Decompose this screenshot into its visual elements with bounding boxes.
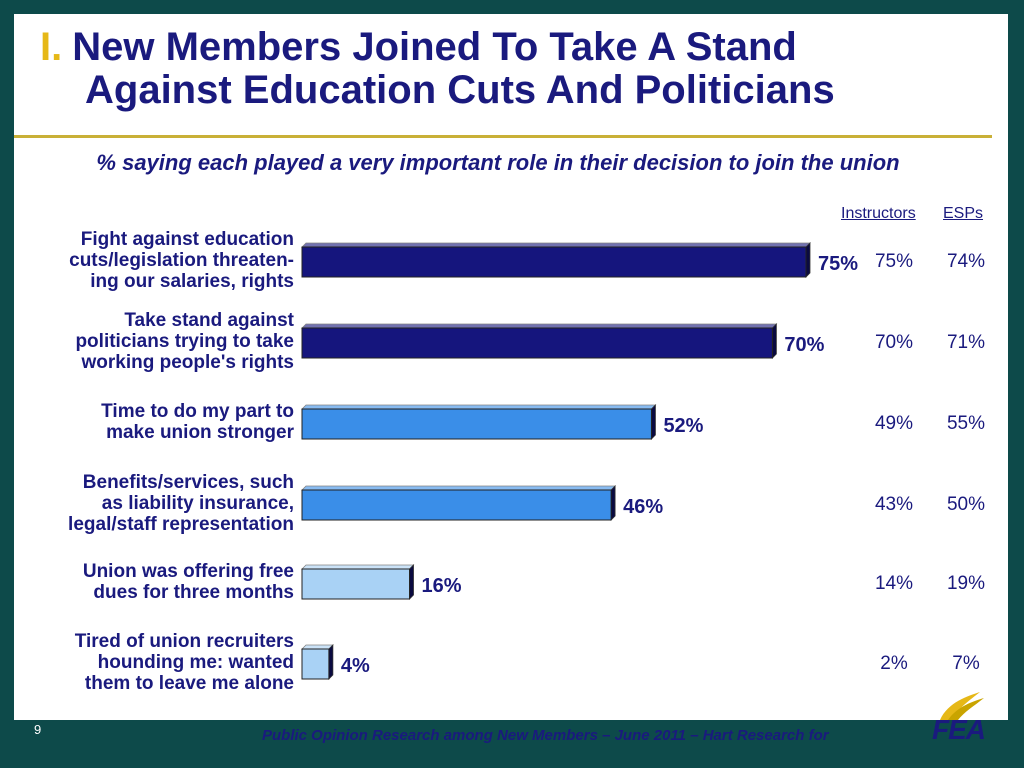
category-label-line: as liability insurance,: [101, 492, 294, 514]
bar-front-face: [301, 648, 330, 680]
category-label: Tired of union recruiters hounding me: wa…: [4, 631, 294, 694]
category-label-line: make union stronger: [106, 422, 294, 443]
bar-data-label: 46%: [623, 496, 663, 518]
category-label-line: cuts/legislation threaten-: [69, 249, 294, 271]
bar-top-face: [301, 323, 778, 329]
category-label-line: politicians trying to take: [75, 330, 294, 352]
bar-top-face: [301, 644, 334, 650]
value-instructors: 75%: [874, 251, 914, 272]
bar-data-label: 52%: [663, 415, 703, 437]
page-number: 9: [34, 722, 42, 737]
bar-side-face: [805, 242, 811, 278]
bar-side-face: [610, 485, 616, 521]
logo-flame-icon: [940, 692, 984, 720]
bar-5: 16%: [301, 564, 462, 600]
category-label: Fight against education cuts/legislation …: [4, 229, 294, 292]
title-line-2: Against Education Cuts And Politicians: [85, 68, 835, 112]
category-label-line: working people's rights: [81, 351, 295, 373]
bar-1: 75%: [301, 242, 858, 278]
value-instructors: 49%: [874, 413, 914, 434]
value-instructors: 43%: [874, 494, 914, 515]
footer-source: Public Opinion Research among New Member…: [262, 727, 829, 744]
category-label-line: Fight against education: [80, 228, 294, 250]
value-esps: 50%: [946, 494, 986, 515]
bar-front-face: [301, 327, 773, 359]
bar-side-face: [409, 564, 414, 600]
category-label-line: them to leave me alone: [84, 672, 294, 694]
category-label-line: Take stand against: [124, 309, 294, 331]
bar-data-label: 16%: [422, 575, 462, 597]
bar-4: 46%: [301, 485, 663, 521]
bar-side-face: [651, 404, 656, 440]
bar-data-label: 4%: [341, 655, 370, 677]
category-label: Union was offering free dues for three mo…: [4, 561, 294, 603]
logo-text: FEA: [932, 714, 986, 745]
bar-6: 4%: [301, 644, 370, 680]
category-label-line: Time to do my part to: [101, 401, 294, 422]
fea-logo: FEA: [918, 690, 1008, 754]
category-label: Take stand against politicians trying to …: [4, 310, 294, 373]
title-divider: [14, 135, 992, 138]
title-line-1: New Members Joined To Take A Stand: [72, 25, 797, 69]
value-esps: 74%: [946, 251, 986, 272]
bar-top-face: [301, 485, 617, 491]
bar-side-face: [328, 644, 334, 680]
value-instructors: 14%: [874, 573, 914, 594]
column-header-esps: ESPs: [943, 205, 984, 222]
value-esps: 19%: [946, 573, 986, 594]
bar-front-face: [301, 246, 807, 278]
title-number: I.: [40, 25, 63, 69]
category-label: Time to do my part to make union stronger: [4, 401, 294, 443]
bar-data-label: 75%: [818, 253, 858, 275]
bar-top-face: [301, 242, 811, 248]
value-esps: 55%: [946, 413, 986, 434]
bar-top-face: [301, 404, 657, 410]
bar-front-face: [301, 408, 652, 440]
category-label-line: dues for three months: [93, 582, 294, 603]
bar-3: 52%: [301, 404, 704, 440]
column-header-instructors: Instructors: [841, 205, 916, 222]
value-esps: 7%: [952, 653, 980, 674]
bar-data-label: 70%: [784, 334, 824, 356]
slide-background: [14, 14, 1008, 720]
category-label-line: ing our salaries, rights: [90, 270, 294, 292]
bar-front-face: [301, 489, 612, 521]
bar-front-face: [301, 568, 411, 600]
category-label-line: hounding me: wanted: [97, 651, 294, 673]
category-label-line: Union was offering free: [82, 561, 294, 582]
value-instructors: 70%: [874, 332, 914, 353]
category-label-line: legal/staff representation: [68, 513, 294, 535]
bar-2: 70%: [301, 323, 825, 359]
chart-subtitle: % saying each played a very important ro…: [96, 150, 900, 175]
bar-side-face: [772, 323, 777, 359]
value-instructors: 2%: [880, 653, 908, 674]
page-title: I. New Members Joined To Take A Stand Aga…: [40, 26, 980, 112]
category-label: Benefits/services, such as liability insu…: [4, 472, 294, 535]
bar-top-face: [301, 564, 415, 570]
value-esps: 71%: [946, 332, 986, 353]
category-label-line: Benefits/services, such: [82, 471, 294, 493]
category-label-line: Tired of union recruiters: [74, 630, 294, 652]
